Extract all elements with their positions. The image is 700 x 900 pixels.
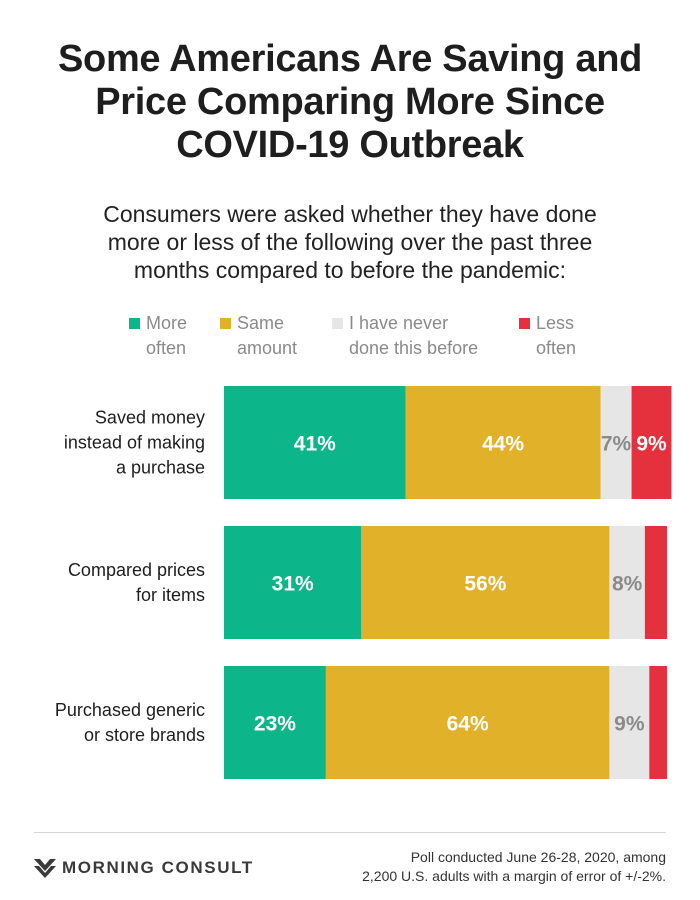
brand-name: MORNING CONSULT	[62, 858, 254, 877]
poll-note-line: 2,200 U.S. adults with a margin of error…	[362, 868, 666, 884]
poll-note-line: Poll conducted June 26-28, 2020, among	[410, 849, 666, 865]
title-line: COVID-19 Outbreak	[176, 124, 524, 166]
legend-label-line: often	[146, 338, 187, 358]
legend-label: Less often	[536, 311, 576, 361]
chart-title: Some Americans Are Saving and Price Comp…	[0, 38, 700, 167]
data-label: 7%	[601, 433, 632, 456]
category-label: Compared prices	[68, 560, 205, 580]
data-label: 8%	[612, 573, 643, 596]
legend-label-line: More	[146, 313, 188, 333]
category-label: or store brands	[84, 725, 205, 745]
legend-label: Same amount	[237, 311, 297, 361]
chart-legend: More often Same amount I have never done…	[0, 311, 700, 361]
chart-subtitle: Consumers were asked whether they have d…	[0, 200, 700, 284]
legend-label-line: Less	[536, 313, 575, 333]
bar-segment	[644, 526, 667, 639]
category-label: instead of making	[64, 433, 205, 453]
morning-consult-logo-icon	[34, 859, 56, 878]
legend-label: More often	[146, 311, 187, 361]
legend-label-line: often	[536, 338, 577, 358]
title-line: Some Americans Are Saving and	[57, 38, 643, 80]
poll-note: Poll conducted June 26-28, 2020, among 2…	[362, 848, 666, 886]
subtitle-line: months compared to before the pandemic:	[133, 257, 567, 283]
data-label: 44%	[482, 433, 524, 456]
subtitle-line: more or less of the following over the p…	[107, 229, 593, 255]
data-label: 9%	[636, 433, 667, 456]
bar-segment	[405, 386, 601, 499]
bar-segment	[609, 526, 645, 639]
category-label: for items	[136, 585, 205, 605]
category-label: a purchase	[116, 458, 205, 478]
legend-swatch	[129, 318, 140, 329]
bar-segment	[224, 526, 362, 639]
subtitle-line: Consumers were asked whether they have d…	[103, 201, 597, 227]
bar-segment	[224, 666, 326, 779]
bar-segment	[224, 386, 406, 499]
category-label: Saved money	[95, 408, 205, 428]
legend-swatch	[220, 318, 231, 329]
legend-label-line: Same	[237, 313, 285, 333]
data-label: 56%	[464, 573, 506, 596]
data-label: 23%	[254, 713, 296, 736]
data-label: 31%	[272, 573, 314, 596]
legend-swatch	[519, 318, 530, 329]
legend-label-line: I have never	[349, 313, 449, 333]
title-line: Price Comparing More Since	[95, 81, 605, 123]
data-label: 9%	[614, 713, 645, 736]
bar-segment	[609, 666, 650, 779]
legend-label: I have never done this before	[349, 311, 478, 361]
legend-swatch	[332, 318, 343, 329]
bar-segment	[600, 386, 632, 499]
bar-segment	[361, 526, 610, 639]
data-label: 41%	[294, 433, 336, 456]
footer-divider	[34, 832, 666, 833]
bar-segment	[649, 666, 667, 779]
category-label: Purchased generic	[55, 700, 205, 720]
legend-label-line: amount	[237, 338, 298, 358]
bar-segment	[325, 666, 610, 779]
data-label: 64%	[447, 713, 489, 736]
legend-label-line: done this before	[349, 338, 479, 358]
bar-segment	[631, 386, 672, 499]
